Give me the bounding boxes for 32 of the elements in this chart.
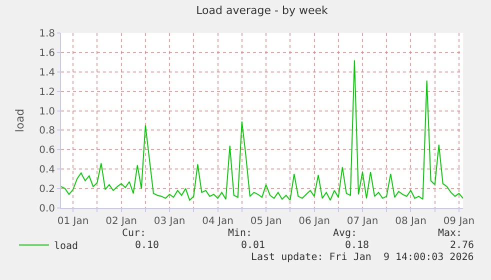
y-tick-label: 1.8 [39,28,55,40]
text: Max: [438,228,462,239]
y-axis-title: load [14,108,27,132]
y-tick-label: 0.2 [39,184,55,196]
line-series [61,60,463,201]
y-tick-label: 0.8 [39,126,55,137]
text: Last update: Fri Jan 9 14:00:03 2026 [251,252,474,263]
y-tick-label: 1.6 [39,48,55,59]
text: 2.76 [450,240,474,251]
x-tick-label: 07 Jan [346,216,378,227]
text: 0.18 [345,240,370,251]
x-tick-label: 01 Jan [57,216,89,227]
chart-title: Load average - by week [196,4,329,17]
text: 0.01 [241,240,266,251]
y-tick-label: 0.0 [39,204,55,214]
text: Min: [228,228,252,239]
text: Avg: [333,228,358,239]
x-tick-label: 03 Jan [154,216,186,227]
y-tick-label: 1.0 [39,106,55,118]
y-tick-label: 0.4 [39,164,55,176]
x-tick-label: 08 Jan [395,216,426,227]
x-tick-label: 06 Jan [298,216,330,227]
text: 0.10 [135,240,160,251]
y-tick-label: 1.4 [39,67,55,78]
legend-label: load [54,240,78,252]
x-tick-label: 02 Jan [106,216,137,227]
x-tick-label: 09 Jan [443,216,475,227]
text: Cur: [122,228,146,239]
y-tick-label: 1.2 [39,86,55,98]
y-tick-label: 0.6 [39,145,55,156]
x-tick-label: 04 Jan [202,216,234,227]
x-tick-label: 05 Jan [250,216,282,227]
